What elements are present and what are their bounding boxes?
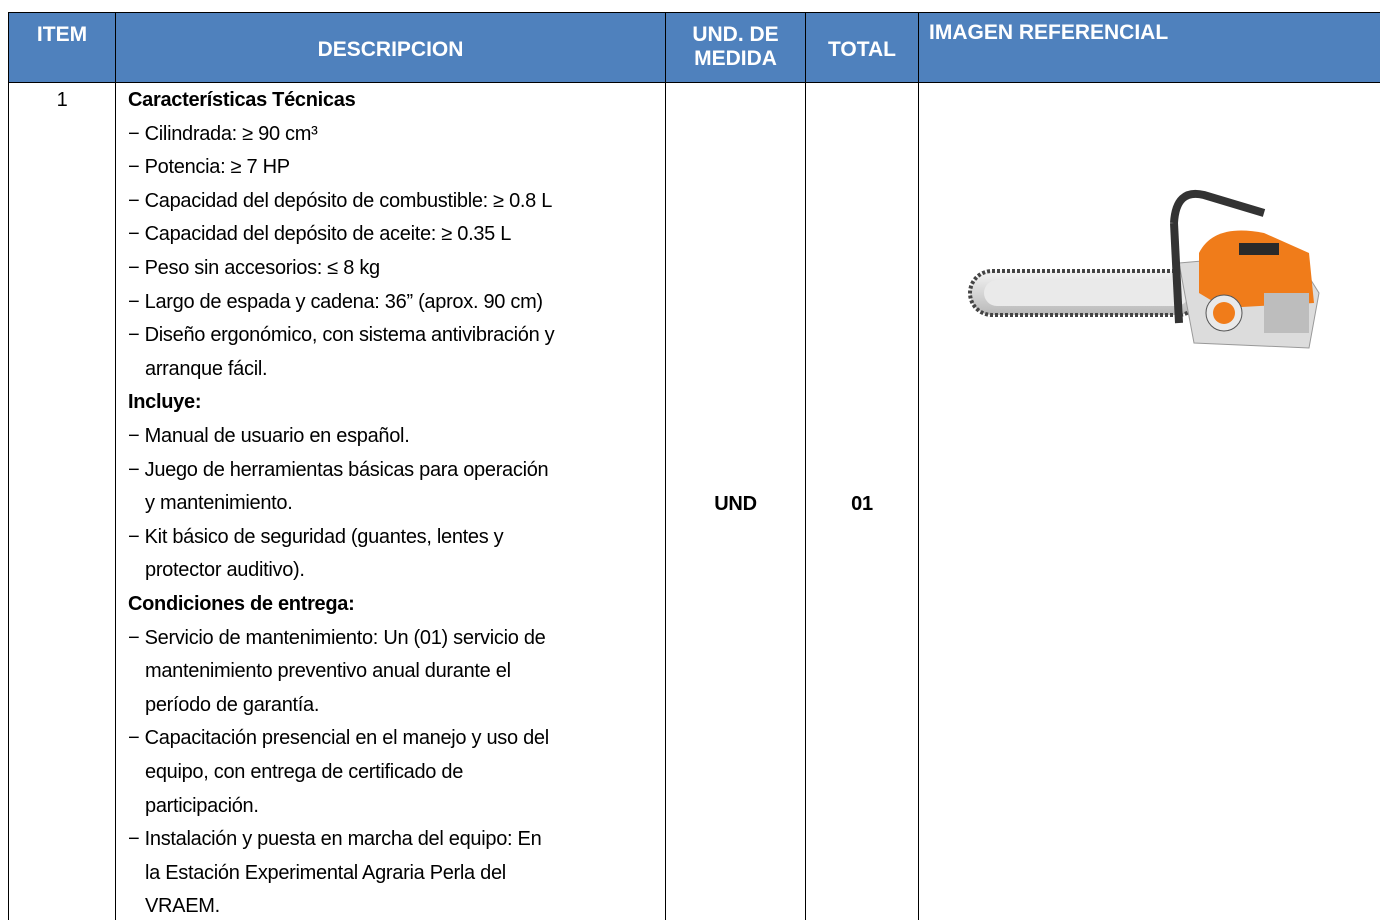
description-line: − Potencia: ≥ 7 HP	[128, 156, 290, 179]
description-line: y mantenimiento.	[145, 492, 293, 515]
description-line: − Largo de espada y cadena: 36” (aprox. …	[128, 290, 543, 313]
description-line: período de garantía.	[145, 693, 320, 716]
header-cell: IMAGEN REFERENCIAL	[918, 12, 1380, 83]
description-line: − Kit básico de seguridad (guantes, lent…	[128, 525, 504, 548]
description-line: − Cilindrada: ≥ 90 cm³	[128, 122, 318, 145]
description-line: − Manual de usuario en español.	[128, 425, 410, 447]
image-cell	[918, 82, 1380, 920]
section-heading: Condiciones de entrega:	[128, 593, 355, 615]
description-line: arranque fácil.	[145, 357, 268, 380]
unit-cell: UND	[665, 82, 806, 920]
total-text: 01	[851, 493, 873, 515]
description-line: − Capacidad del depósito de combustible:…	[128, 189, 553, 212]
description-line: − Juego de herramientas básicas para ope…	[128, 458, 549, 481]
header-text: TOTAL	[827, 38, 897, 61]
description-line: − Instalación y puesta en marcha del equ…	[128, 828, 542, 851]
item-number: 1	[56, 89, 68, 111]
header-cell: ITEM	[8, 12, 116, 83]
description-line: protector auditivo).	[145, 559, 305, 582]
header-cell: DESCRIPCION	[115, 12, 666, 83]
description-line: − Capacidad del depósito de aceite: ≥ 0.…	[128, 223, 512, 246]
item-cell: 1	[8, 82, 116, 920]
description-line: − Peso sin accesorios: ≤ 8 kg	[128, 257, 380, 279]
header-text: DESCRIPCION	[317, 38, 464, 61]
header-cell: UND. DE MEDIDA	[665, 12, 806, 83]
header-text: ITEM	[36, 23, 88, 46]
header-text: UND. DE MEDIDA	[692, 23, 779, 70]
total-cell: 01	[805, 82, 919, 920]
description-line: mantenimiento preventivo anual durante e…	[145, 660, 511, 683]
description-cell: Características Técnicas − Cilindrada: ≥ …	[115, 82, 666, 920]
description-line: − Servicio de mantenimiento: Un (01) ser…	[128, 626, 546, 649]
description-line: VRAEM.	[145, 895, 220, 918]
description-line: participación.	[145, 794, 259, 817]
header-cell: TOTAL	[805, 12, 919, 83]
description-line: − Diseño ergonómico, con sistema antivib…	[128, 324, 555, 347]
description-line: − Capacitación presencial en el manejo y…	[128, 727, 549, 750]
chainsaw-image	[968, 189, 1320, 349]
description-line: equipo, con entrega de certificado de	[145, 761, 464, 783]
description-line: la Estación Experimental Agraria Perla d…	[145, 861, 506, 884]
section-heading: Características Técnicas	[128, 89, 356, 111]
header-text: IMAGEN REFERENCIAL	[929, 21, 1169, 44]
unit-text: UND	[714, 493, 757, 515]
section-heading: Incluye:	[128, 391, 202, 414]
